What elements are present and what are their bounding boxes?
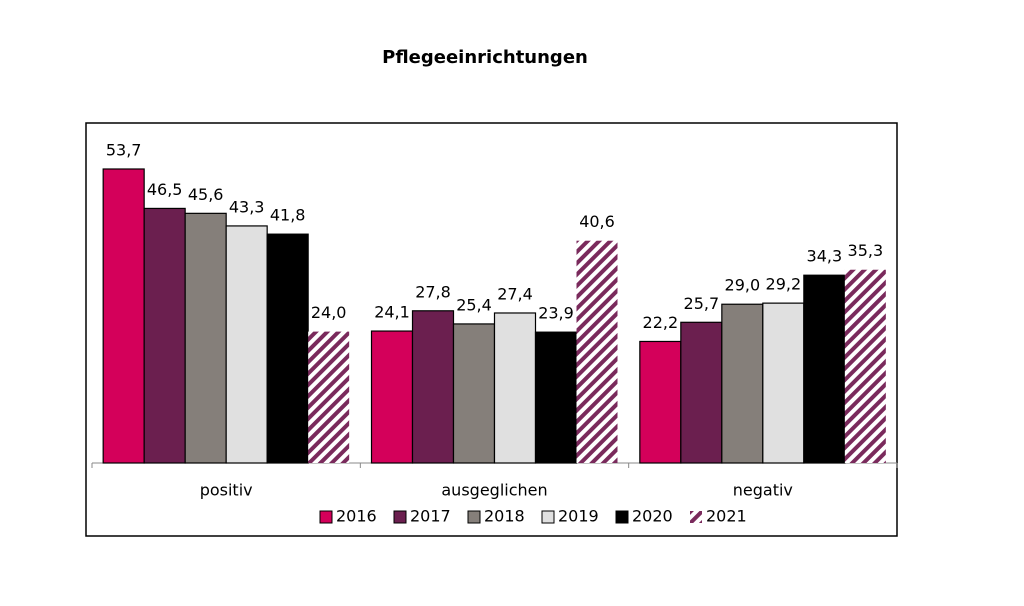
data-label: 35,3 (848, 241, 884, 260)
data-label: 27,8 (415, 282, 451, 301)
legend-label: 2016 (336, 507, 377, 526)
legend-swatch (541, 510, 555, 524)
bar (493, 312, 537, 464)
bar (225, 225, 268, 464)
data-label: 45,6 (188, 185, 224, 204)
legend-swatch (319, 510, 333, 524)
plot-frame (85, 122, 898, 537)
bar (803, 274, 846, 464)
data-label: 46,5 (147, 180, 183, 199)
legend-swatch (615, 510, 629, 524)
bar (680, 321, 723, 464)
data-label: 22,2 (643, 313, 679, 332)
x-tick-label: positiv (200, 481, 253, 500)
bar (576, 240, 618, 463)
legend-swatch (467, 510, 481, 524)
bar (266, 233, 309, 464)
legend-label: 2020 (632, 507, 673, 526)
legend-swatch (690, 511, 702, 523)
bar (184, 212, 227, 464)
bar (102, 168, 145, 464)
data-label: 29,0 (725, 276, 761, 295)
bar (844, 269, 886, 463)
bar (370, 330, 414, 464)
legend-label: 2018 (484, 507, 525, 526)
data-label: 23,9 (538, 304, 574, 323)
data-label: 43,3 (229, 197, 265, 216)
bar (143, 207, 186, 464)
bar (762, 302, 805, 464)
bar (452, 323, 496, 464)
data-label: 25,7 (684, 294, 720, 313)
bar (534, 331, 578, 464)
chart-title: Pflegeeinrichtungen (382, 47, 588, 68)
data-label: 41,8 (270, 206, 306, 225)
x-tick-label: negativ (733, 481, 793, 500)
bar (721, 303, 764, 464)
legend-label: 2017 (410, 507, 451, 526)
legend-label: 2019 (558, 507, 599, 526)
bar (411, 310, 455, 464)
bar (308, 331, 350, 463)
data-label: 34,3 (807, 247, 843, 266)
data-label: 25,4 (456, 295, 492, 314)
data-label: 27,4 (497, 284, 533, 303)
legend-label: 2021 (706, 507, 747, 526)
legend-swatch (393, 510, 407, 524)
data-label: 24,0 (311, 303, 347, 322)
data-label: 53,7 (106, 140, 142, 159)
data-label: 24,1 (374, 303, 410, 322)
data-label: 29,2 (766, 275, 802, 294)
data-label: 40,6 (579, 212, 615, 231)
bar (639, 340, 682, 464)
x-tick-label: ausgeglichen (441, 481, 547, 500)
